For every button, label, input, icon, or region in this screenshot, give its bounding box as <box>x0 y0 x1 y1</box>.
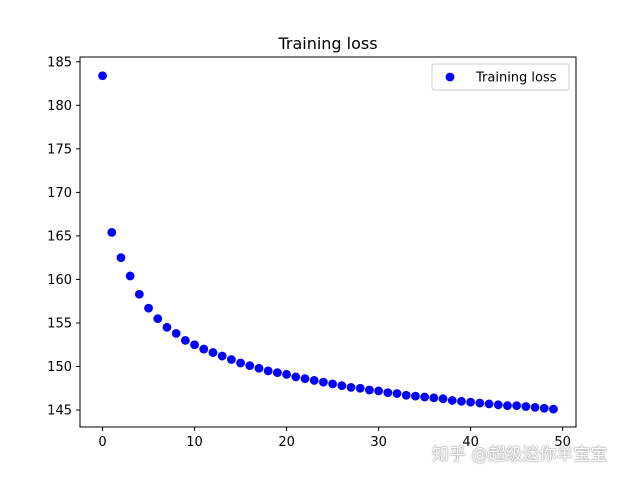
data-point <box>466 397 476 407</box>
data-point <box>503 401 512 411</box>
data-point <box>291 372 301 382</box>
data-point <box>116 253 126 263</box>
y-tick-label: 185 <box>47 55 72 70</box>
y-axis: 145 150 155 160 165 170 175 180 185 <box>47 55 80 419</box>
data-point <box>153 314 163 324</box>
data-point <box>530 403 540 412</box>
data-point <box>438 394 448 404</box>
data-point <box>208 348 218 357</box>
data-point <box>245 361 255 371</box>
data-point <box>226 355 236 364</box>
data-point <box>199 344 209 354</box>
plot-frame <box>79 56 577 428</box>
x-tick-label: 20 <box>278 435 295 450</box>
data-point <box>475 398 485 408</box>
x-axis: 0 10 20 30 40 50 <box>98 427 571 450</box>
legend-label: Training loss <box>475 71 557 86</box>
y-tick-label: 160 <box>47 273 72 288</box>
data-point <box>134 289 144 299</box>
x-tick-label: 0 <box>98 435 106 450</box>
data-point <box>337 381 347 391</box>
data-point <box>107 228 117 237</box>
data-point <box>171 329 181 338</box>
data-point <box>144 303 153 313</box>
data-point <box>282 369 291 379</box>
data-point <box>392 389 402 398</box>
data-point <box>346 382 356 392</box>
data-point <box>217 351 227 361</box>
y-tick-label: 155 <box>47 316 72 331</box>
data-point <box>309 376 319 385</box>
data-point <box>493 400 503 410</box>
data-point <box>484 399 494 409</box>
data-point <box>272 368 282 377</box>
y-tick-label: 145 <box>47 404 72 419</box>
y-tick-label: 170 <box>47 186 72 201</box>
data-point <box>355 383 365 393</box>
data-point <box>254 363 264 373</box>
legend-marker <box>445 72 455 82</box>
x-tick-label: 40 <box>462 435 479 450</box>
data-point <box>549 404 558 414</box>
plot-area <box>79 56 577 428</box>
y-tick-label: 180 <box>47 99 72 114</box>
x-tick-label: 50 <box>554 435 571 450</box>
data-point <box>420 392 430 402</box>
data-point <box>98 71 107 81</box>
data-point <box>512 401 522 411</box>
data-point <box>539 403 549 413</box>
data-point <box>190 340 199 350</box>
data-point <box>457 396 466 406</box>
legend: Training loss <box>431 63 570 91</box>
data-points <box>98 71 558 414</box>
data-point <box>521 402 531 411</box>
data-point <box>300 374 310 384</box>
data-point <box>447 396 457 405</box>
data-point <box>162 322 172 332</box>
watermark-text: 知乎 @超级迷你羊宝宝 <box>432 445 608 465</box>
data-point <box>374 386 384 396</box>
x-tick-label: 30 <box>370 435 387 450</box>
data-point <box>383 388 393 398</box>
data-point <box>411 391 420 401</box>
data-point <box>125 271 135 281</box>
chart-title: Training loss <box>277 34 377 53</box>
data-point <box>318 377 328 387</box>
data-point <box>401 390 411 400</box>
data-point <box>429 393 439 403</box>
data-point <box>328 379 338 389</box>
y-tick-label: 150 <box>47 360 72 375</box>
data-point <box>236 358 245 368</box>
data-point <box>263 366 273 376</box>
legend-box <box>431 63 570 91</box>
x-tick-label: 10 <box>186 435 203 450</box>
data-point <box>365 385 374 395</box>
data-point <box>180 335 190 345</box>
y-tick-label: 165 <box>47 229 72 244</box>
y-tick-label: 175 <box>47 142 72 157</box>
